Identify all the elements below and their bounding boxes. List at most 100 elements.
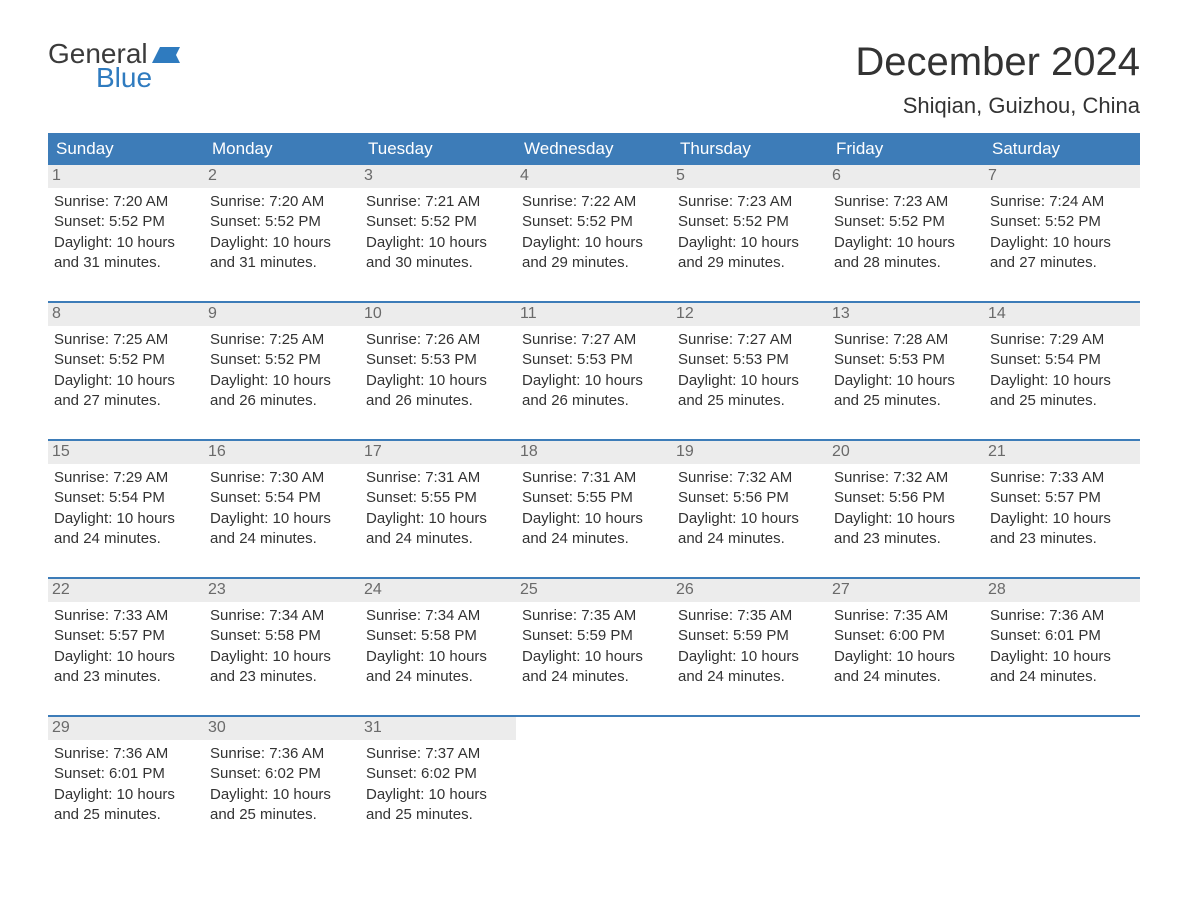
day-number: 25 <box>520 581 538 598</box>
day-details: Sunrise: 7:31 AMSunset: 5:55 PMDaylight:… <box>522 468 666 549</box>
sunset-line: Sunset: 5:59 PM <box>678 626 822 646</box>
sunset-line: Sunset: 5:53 PM <box>834 350 978 370</box>
week-row: 22Sunrise: 7:33 AMSunset: 5:57 PMDayligh… <box>48 577 1140 699</box>
sunset-line: Sunset: 5:53 PM <box>678 350 822 370</box>
day-cell: 28Sunrise: 7:36 AMSunset: 6:01 PMDayligh… <box>984 579 1140 699</box>
sunset-line: Sunset: 5:54 PM <box>210 488 354 508</box>
day-details: Sunrise: 7:23 AMSunset: 5:52 PMDaylight:… <box>834 192 978 273</box>
day-details: Sunrise: 7:34 AMSunset: 5:58 PMDaylight:… <box>210 606 354 687</box>
sunset-line: Sunset: 5:57 PM <box>54 626 198 646</box>
sunrise-line: Sunrise: 7:35 AM <box>678 606 822 626</box>
day-number: 6 <box>832 167 841 184</box>
day-number-bar: 18 <box>516 441 672 464</box>
day-number: 26 <box>676 581 694 598</box>
daylight-line: Daylight: 10 hours and 23 minutes. <box>54 647 198 688</box>
day-number-bar: 27 <box>828 579 984 602</box>
sunset-line: Sunset: 5:52 PM <box>834 212 978 232</box>
sunset-line: Sunset: 5:52 PM <box>678 212 822 232</box>
day-number-bar: 15 <box>48 441 204 464</box>
day-cell: 15Sunrise: 7:29 AMSunset: 5:54 PMDayligh… <box>48 441 204 561</box>
day-number-bar: 11 <box>516 303 672 326</box>
day-number-bar: 20 <box>828 441 984 464</box>
day-number: 22 <box>52 581 70 598</box>
day-number: 24 <box>364 581 382 598</box>
day-details: Sunrise: 7:20 AMSunset: 5:52 PMDaylight:… <box>210 192 354 273</box>
day-cell <box>828 717 984 837</box>
sunrise-line: Sunrise: 7:36 AM <box>210 744 354 764</box>
day-cell <box>984 717 1140 837</box>
calendar: Sunday Monday Tuesday Wednesday Thursday… <box>48 133 1140 837</box>
day-number: 8 <box>52 305 61 322</box>
sunrise-line: Sunrise: 7:35 AM <box>834 606 978 626</box>
week-row: 15Sunrise: 7:29 AMSunset: 5:54 PMDayligh… <box>48 439 1140 561</box>
day-number: 23 <box>208 581 226 598</box>
day-number: 11 <box>520 305 537 322</box>
day-cell: 11Sunrise: 7:27 AMSunset: 5:53 PMDayligh… <box>516 303 672 423</box>
day-details: Sunrise: 7:36 AMSunset: 6:01 PMDaylight:… <box>54 744 198 825</box>
sunrise-line: Sunrise: 7:37 AM <box>366 744 510 764</box>
day-details: Sunrise: 7:22 AMSunset: 5:52 PMDaylight:… <box>522 192 666 273</box>
daylight-line: Daylight: 10 hours and 24 minutes. <box>678 509 822 550</box>
day-cell: 6 Sunrise: 7:23 AMSunset: 5:52 PMDaylight… <box>828 165 984 285</box>
sunset-line: Sunset: 5:52 PM <box>522 212 666 232</box>
week-row: 8 Sunrise: 7:25 AMSunset: 5:52 PMDaylight… <box>48 301 1140 423</box>
day-number-bar: 16 <box>204 441 360 464</box>
day-cell <box>516 717 672 837</box>
day-cell: 12 Sunrise: 7:27 AMSunset: 5:53 PMDayligh… <box>672 303 828 423</box>
weeks-container: 1 Sunrise: 7:20 AMSunset: 5:52 PMDaylight… <box>48 165 1140 837</box>
day-details: Sunrise: 7:25 AMSunset: 5:52 PMDaylight:… <box>210 330 354 411</box>
daylight-line: Daylight: 10 hours and 23 minutes. <box>834 509 978 550</box>
day-number: 15 <box>52 443 70 460</box>
day-cell: 14Sunrise: 7:29 AMSunset: 5:54 PMDayligh… <box>984 303 1140 423</box>
day-details: Sunrise: 7:37 AMSunset: 6:02 PMDaylight:… <box>366 744 510 825</box>
day-cell: 7 Sunrise: 7:24 AMSunset: 5:52 PMDaylight… <box>984 165 1140 285</box>
sunrise-line: Sunrise: 7:24 AM <box>990 192 1134 212</box>
day-cell: 9Sunrise: 7:25 AMSunset: 5:52 PMDaylight… <box>204 303 360 423</box>
day-number-bar: 1 <box>48 165 204 188</box>
day-number-bar: 4 <box>516 165 672 188</box>
daylight-line: Daylight: 10 hours and 29 minutes. <box>678 233 822 274</box>
day-cell: 19Sunrise: 7:32 AMSunset: 5:56 PMDayligh… <box>672 441 828 561</box>
day-number: 27 <box>832 581 850 598</box>
day-cell: 27Sunrise: 7:35 AMSunset: 6:00 PMDayligh… <box>828 579 984 699</box>
sunset-line: Sunset: 6:01 PM <box>54 764 198 784</box>
sunrise-line: Sunrise: 7:36 AM <box>990 606 1134 626</box>
day-number: 14 <box>988 305 1006 322</box>
week-row: 29 Sunrise: 7:36 AMSunset: 6:01 PMDayligh… <box>48 715 1140 837</box>
sunrise-line: Sunrise: 7:33 AM <box>54 606 198 626</box>
day-details: Sunrise: 7:35 AMSunset: 5:59 PMDaylight:… <box>678 606 822 687</box>
day-number-bar: 25 <box>516 579 672 602</box>
day-details: Sunrise: 7:26 AMSunset: 5:53 PMDaylight:… <box>366 330 510 411</box>
dow-tuesday: Tuesday <box>360 133 516 165</box>
sunset-line: Sunset: 6:02 PM <box>366 764 510 784</box>
sunrise-line: Sunrise: 7:34 AM <box>210 606 354 626</box>
day-number: 4 <box>520 167 529 184</box>
week-row: 1 Sunrise: 7:20 AMSunset: 5:52 PMDaylight… <box>48 165 1140 285</box>
sunrise-line: Sunrise: 7:29 AM <box>54 468 198 488</box>
day-number: 12 <box>676 305 694 322</box>
sunset-line: Sunset: 5:58 PM <box>210 626 354 646</box>
day-number-bar: 8 <box>48 303 204 326</box>
day-number-bar: 7 <box>984 165 1140 188</box>
sunrise-line: Sunrise: 7:31 AM <box>366 468 510 488</box>
sunset-line: Sunset: 5:52 PM <box>990 212 1134 232</box>
day-number: 3 <box>364 167 373 184</box>
day-number: 18 <box>520 443 538 460</box>
day-number-bar: 22 <box>48 579 204 602</box>
day-cell: 20Sunrise: 7:32 AMSunset: 5:56 PMDayligh… <box>828 441 984 561</box>
daylight-line: Daylight: 10 hours and 23 minutes. <box>210 647 354 688</box>
day-number-bar: 28 <box>984 579 1140 602</box>
day-details: Sunrise: 7:27 AMSunset: 5:53 PMDaylight:… <box>678 330 822 411</box>
day-cell: 26 Sunrise: 7:35 AMSunset: 5:59 PMDayligh… <box>672 579 828 699</box>
day-number-bar: 29 <box>48 717 204 740</box>
daylight-line: Daylight: 10 hours and 24 minutes. <box>210 509 354 550</box>
brand-logo: General Blue <box>48 40 180 92</box>
daylight-line: Daylight: 10 hours and 23 minutes. <box>990 509 1134 550</box>
daylight-line: Daylight: 10 hours and 29 minutes. <box>522 233 666 274</box>
location: Shiqian, Guizhou, China <box>855 93 1140 119</box>
day-number: 30 <box>208 719 226 736</box>
daylight-line: Daylight: 10 hours and 27 minutes. <box>990 233 1134 274</box>
day-number-bar: 10 <box>360 303 516 326</box>
day-cell: 3Sunrise: 7:21 AMSunset: 5:52 PMDaylight… <box>360 165 516 285</box>
day-cell: 17Sunrise: 7:31 AMSunset: 5:55 PMDayligh… <box>360 441 516 561</box>
